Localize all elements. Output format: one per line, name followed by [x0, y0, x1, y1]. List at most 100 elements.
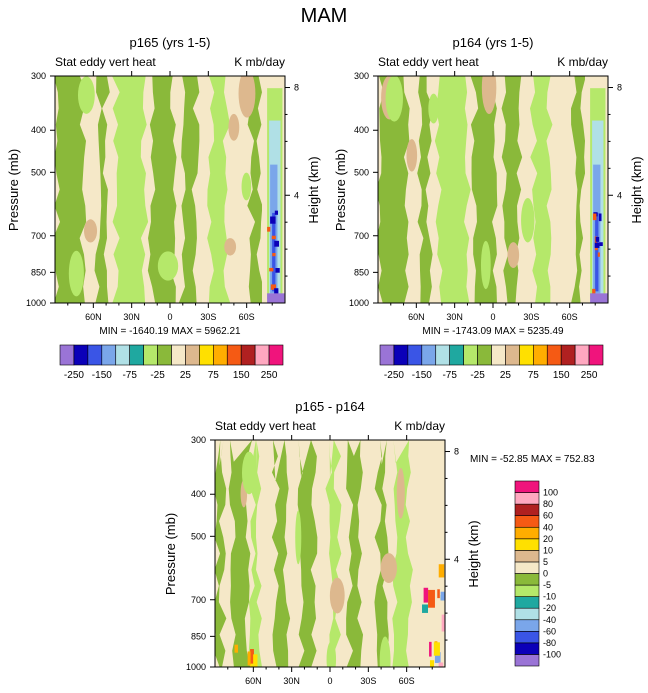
contour-band — [417, 76, 434, 303]
contour-patch — [83, 219, 98, 243]
polar-floor — [590, 293, 608, 303]
contour-band — [147, 76, 177, 303]
colorbar-label: -10 — [543, 592, 556, 602]
panel-p164: p164 (yrs 1-5) Stat eddy vert heat K mb/… — [333, 35, 644, 381]
x-tick-label: 60S — [399, 676, 415, 686]
colorbar-swatch — [157, 344, 172, 366]
height-tick-label: 8 — [294, 83, 299, 93]
colorbar-label: 10 — [543, 545, 553, 555]
right-axis-title: Height (km) — [306, 156, 321, 223]
contour-patch — [379, 636, 391, 667]
height-tick-label: 4 — [454, 554, 459, 564]
polar-cell — [270, 284, 277, 290]
y-tick-label: 500 — [31, 167, 46, 177]
colorbar-label: -40 — [543, 615, 556, 625]
colorbar: -250 -150 -75 -25 25 75 150 250 — [59, 344, 284, 381]
contour-band — [178, 76, 200, 303]
colorbar-label: 100 — [543, 488, 558, 498]
y-tick-label: 300 — [31, 71, 46, 81]
colorbar-swatch — [101, 344, 117, 366]
colorbar-swatch — [226, 344, 242, 366]
contour-patch — [428, 93, 439, 124]
contour-patch — [507, 242, 520, 268]
colorbar-swatch — [546, 344, 562, 366]
colorbar-label: -80 — [543, 638, 556, 648]
colorbar-swatch — [421, 344, 437, 366]
y-tick-label: 850 — [191, 631, 206, 641]
polar-cell — [437, 589, 440, 599]
polar-cell — [438, 564, 445, 578]
colorbar-swatch — [185, 344, 200, 366]
colorbar-swatch — [514, 561, 540, 574]
contour-band — [434, 76, 471, 303]
variable-label: Stat eddy vert heat — [215, 419, 316, 433]
y-axis-title: Pressure (mb) — [163, 513, 178, 595]
colorbar-swatch — [143, 344, 158, 366]
colorbar-swatch — [129, 344, 144, 366]
contour-band — [571, 76, 586, 303]
colorbar-label: -20 — [543, 603, 556, 613]
contour-patch — [396, 467, 405, 519]
contour-patch — [68, 250, 84, 297]
colorbar-swatch — [514, 492, 540, 505]
y-tick-label: 400 — [354, 125, 369, 135]
colorbar-swatch — [514, 607, 540, 621]
units-label: K mb/day — [394, 419, 445, 433]
colorbar-swatch — [514, 642, 540, 655]
x-tick-label: 30N — [446, 312, 463, 322]
contour-band — [247, 76, 264, 303]
x-tick-label: 30S — [360, 676, 376, 686]
height-tick-label: 8 — [617, 83, 622, 93]
height-tick-label: 4 — [617, 190, 622, 200]
colorbar-label: 250 — [261, 370, 278, 381]
colorbar-label: -25 — [150, 370, 165, 381]
colorbar-swatch — [435, 344, 450, 366]
x-tick-label: 30N — [283, 676, 300, 686]
contour-field: 60N 30N 0 30S 60S 300 400 500 700 850 1000 8 4 — [349, 71, 622, 322]
contour-patch — [480, 240, 491, 290]
right-axis-title: Height (km) — [466, 520, 481, 587]
colorbar-swatch — [87, 344, 103, 366]
colorbar-swatch — [407, 344, 423, 366]
colorbar-label: -150 — [412, 370, 432, 381]
colorbar-swatch — [463, 344, 478, 366]
polar-cell — [270, 216, 276, 224]
colorbar-label: 80 — [543, 499, 553, 509]
polar-cell — [598, 213, 602, 222]
polar-cell — [422, 604, 429, 613]
contour-patch — [250, 649, 254, 664]
polar-cell — [423, 587, 429, 603]
contour-patch — [247, 651, 251, 666]
panel-p165: p165 (yrs 1-5) Stat eddy vert heat K mb/… — [6, 35, 321, 381]
panel-title: p165 - p164 — [295, 399, 364, 414]
colorbar-swatch — [449, 344, 464, 366]
polar-cell — [595, 236, 600, 242]
colorbar-swatch — [491, 344, 506, 366]
polar-cell — [440, 591, 445, 601]
y-tick-label: 700 — [354, 231, 369, 241]
colorbar-swatch — [514, 584, 540, 597]
polar-cell — [594, 242, 600, 248]
contour-patch — [521, 197, 535, 243]
contour-patch — [385, 76, 403, 122]
colorbar-swatch — [171, 344, 186, 366]
colorbar-swatch — [213, 344, 228, 366]
contour-patch — [329, 577, 345, 614]
colorbar-swatch — [59, 344, 75, 366]
colorbar: -250 -150 -75 -25 25 75 150 250 — [379, 344, 604, 381]
contour-patch — [406, 139, 418, 172]
colorbar-swatch — [588, 344, 604, 366]
x-tick-label: 30N — [123, 312, 140, 322]
x-tick-label: 30S — [200, 312, 216, 322]
colorbar-label: -25 — [470, 370, 485, 381]
colorbar-label: -60 — [543, 626, 556, 636]
colorbar-label: 150 — [233, 370, 250, 381]
variable-label: Stat eddy vert heat — [55, 55, 156, 69]
contour-patch — [253, 654, 258, 667]
colorbar-swatch — [115, 344, 130, 366]
polar-cell — [429, 660, 435, 667]
polar-cell — [267, 226, 271, 232]
colorbar-swatch — [514, 526, 540, 540]
polar-cell — [274, 210, 279, 215]
y-tick-label: 850 — [354, 267, 369, 277]
